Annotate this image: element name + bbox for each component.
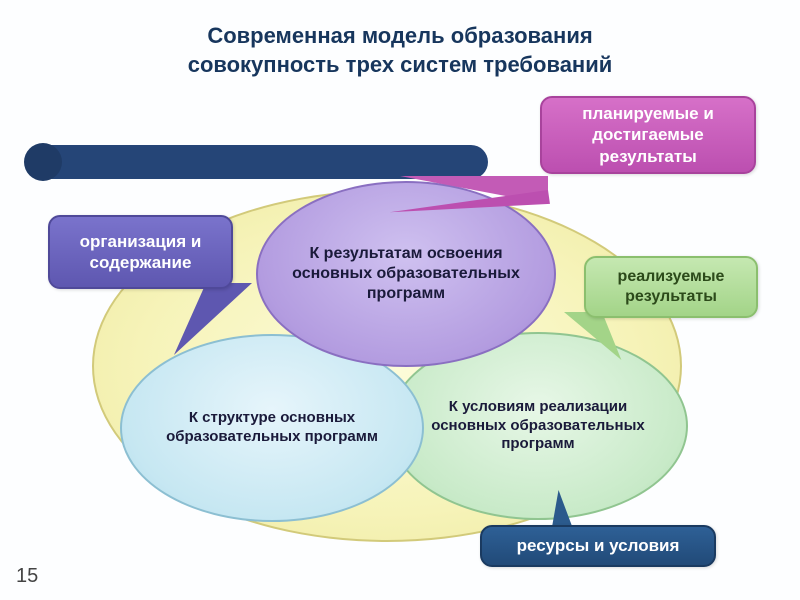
callout-organization: организация и содержание	[48, 215, 233, 289]
callout-resources-text: ресурсы и условия	[517, 535, 680, 556]
slide-title: Современная модель образования совокупно…	[0, 0, 800, 79]
ellipse-top-text: К результатам освоения основных образова…	[282, 244, 530, 304]
callout-planned-text: планируемые и достигаемые результаты	[556, 103, 740, 167]
title-line1: Современная модель образования	[207, 23, 592, 48]
callout-planned-results: планируемые и достигаемые результаты	[540, 96, 756, 174]
title-line2: совокупность трех систем требований	[188, 52, 613, 77]
callout-resources: ресурсы и условия	[480, 525, 716, 567]
ellipse-left-text: К структуре основных образовательных про…	[146, 409, 398, 447]
decorative-header-bar	[28, 145, 488, 179]
ellipse-right-text: К условиям реализации основных образоват…	[414, 398, 662, 454]
callout-org-text: организация и содержание	[64, 231, 217, 274]
callout-realized-results: реализуемые результаты	[584, 256, 758, 318]
callout-realized-text: реализуемые результаты	[600, 267, 742, 307]
slide-number: 15	[16, 565, 38, 588]
